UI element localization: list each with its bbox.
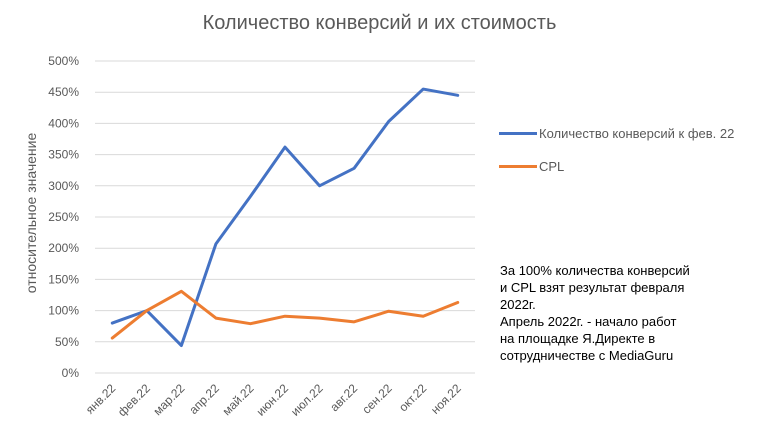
y-tick-label: 400% [48, 116, 79, 130]
annotation-line: на площадке Я.Директе в [500, 331, 656, 346]
x-tick-label: июл.22 [288, 381, 326, 419]
x-tick-label: авг.22 [327, 381, 360, 414]
annotation-line: Апрель 2022г. - начало работ [500, 314, 677, 329]
series-lines [110, 87, 460, 348]
x-tick-label: апр.22 [186, 381, 222, 417]
chart-title: Количество конверсий и их стоимость [202, 12, 557, 34]
series-line-1 [110, 289, 460, 340]
legend-swatch-conversions [499, 131, 537, 135]
x-tick-label: окт.22 [396, 381, 429, 414]
x-tick-label: июн.22 [254, 381, 292, 419]
y-tick-label: 450% [48, 85, 79, 99]
x-tick-label: ноя.22 [428, 381, 464, 417]
y-tick-label: 350% [48, 148, 79, 162]
legend-label-conversions: Количество конверсий к фев. 22 [539, 125, 735, 141]
y-tick-label: 200% [48, 241, 79, 255]
annotation-line: сотрудничестве с MediaGuru [500, 348, 674, 363]
legend-label-cpl: CPL [539, 158, 565, 174]
legend: Количество конверсий к фев. 22 CPL [499, 122, 734, 188]
y-tick-label: 0% [62, 366, 80, 380]
x-tick-label: мар.22 [151, 381, 188, 418]
annotation-line: и CPL взят результат февраля [500, 280, 685, 295]
x-tick-labels: янв.22фев.22мар.22апр.22май.22июн.22июл.… [83, 381, 464, 419]
legend-swatch-cpl [499, 164, 537, 168]
x-tick-label: сен.22 [359, 381, 395, 417]
y-tick-label: 50% [55, 335, 79, 349]
gridlines [95, 60, 475, 374]
y-tick-label: 150% [48, 272, 79, 286]
y-tick-label: 300% [48, 179, 79, 193]
annotation-note: За 100% количества конверсий и CPL взят … [500, 262, 730, 364]
x-tick-label: янв.22 [83, 381, 119, 417]
y-tick-label: 250% [48, 210, 79, 224]
annotation-line: За 100% количества конверсий [500, 263, 690, 278]
legend-item-cpl: CPL [499, 155, 734, 177]
legend-item-conversions: Количество конверсий к фев. 22 [499, 122, 734, 144]
y-tick-labels: 0% 50% 100% 150% 200% 250% 300% 350% 400% 450% 500… [48, 54, 79, 380]
annotation-line: 2022г. [500, 297, 536, 312]
y-tick-label: 100% [48, 304, 79, 318]
x-tick-label: май.22 [220, 381, 257, 418]
x-tick-label: фев.22 [115, 381, 153, 419]
y-tick-label: 500% [48, 54, 79, 68]
